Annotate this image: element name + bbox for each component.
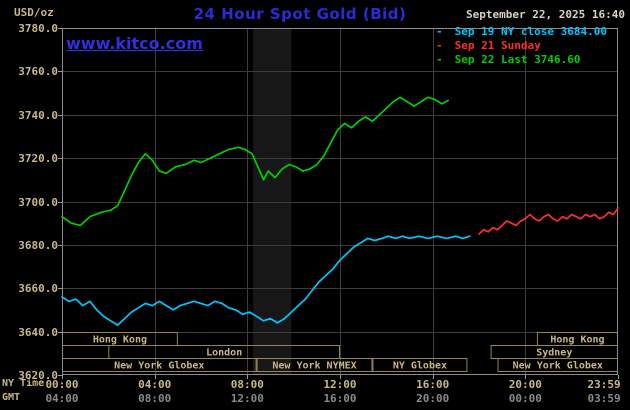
session-label: New York Globex (114, 361, 204, 372)
legend-item-sep19: - Sep 19 NY close 3684.00 (436, 25, 607, 39)
x-axis-label-gmt: 04:00 (45, 392, 79, 405)
x-axis-label-gmt: 03:59 (587, 392, 621, 405)
chart-title: 24 Hour Spot Gold (Bid) (193, 5, 407, 23)
legend-item-sep22: - Sep 22 Last 3746.60 (436, 53, 607, 67)
session-label: Hong Kong (93, 335, 147, 346)
x-axis-label-ny: 08:00 (230, 378, 264, 391)
y-axis-label: 3720.0 (18, 152, 58, 166)
session-label: NY Globex (393, 361, 447, 372)
x-axis-label-ny: 16:00 (416, 378, 450, 391)
session-label: New York NYMEX (272, 361, 356, 372)
legend-label: Sep 19 NY close 3684.00 (454, 25, 607, 38)
shaded-band (253, 28, 292, 375)
session-box (372, 358, 468, 372)
x-axis-label-gmt: 08:00 (138, 392, 172, 405)
legend-item-sep21: - Sep 21 Sunday (436, 39, 607, 53)
x-axis-gmt-label: GMT (2, 392, 21, 403)
x-axis-label-ny: 20:00 (508, 378, 542, 391)
x-axis-label-gmt: 12:00 (230, 392, 264, 405)
y-axis-units-label: USD/oz (14, 6, 54, 19)
y-axis-label: 3780.0 (18, 22, 58, 35)
y-axis-label: 3740.0 (18, 108, 58, 122)
y-axis-label: 3620.0 (18, 369, 58, 382)
y-axis-label: 3760.0 (18, 65, 58, 79)
y-axis-label: 3700.0 (18, 195, 58, 209)
session-label: London (206, 348, 242, 359)
legend-label: Sep 21 Sunday (454, 39, 541, 52)
session-label: Sydney (536, 348, 572, 359)
y-axis-label: 3640.0 (18, 325, 58, 339)
y-axis-label: 3680.0 (18, 238, 58, 252)
y-axis-label: 3660.0 (18, 282, 58, 296)
x-axis-label-ny: 12:00 (323, 378, 357, 391)
series-line-sep-19-ny-close (61, 235, 471, 326)
legend-label: Sep 22 Last 3746.60 (454, 53, 581, 66)
x-axis-label-ny: 23:59 (587, 378, 621, 391)
x-axis-label-gmt: 00:00 (508, 392, 542, 405)
legend-dash: - (436, 39, 443, 52)
x-axis-label-ny: 04:00 (138, 378, 172, 391)
chart-datetime: September 22, 2025 16:40 (466, 8, 625, 21)
x-axis-label-gmt: 20:00 (416, 392, 450, 405)
legend-dash: - (436, 53, 443, 66)
series-line-sep-21-sunday (478, 207, 619, 235)
session-box (256, 358, 373, 372)
legend-dash: - (436, 25, 443, 38)
legend: - Sep 19 NY close 3684.00 - Sep 21 Sunda… (436, 25, 607, 67)
session-label: New York Globex (513, 361, 603, 372)
x-axis-label-gmt: 16:00 (323, 392, 357, 405)
session-label: Hong Kong (550, 335, 604, 346)
x-axis-label-ny: 00:00 (45, 378, 79, 391)
x-axis-ny-time-label: NY Time (2, 378, 45, 389)
kitco-watermark-link[interactable]: www.kitco.com (66, 34, 203, 53)
series-line-sep-22-last (61, 96, 450, 227)
plot-border (62, 28, 618, 375)
